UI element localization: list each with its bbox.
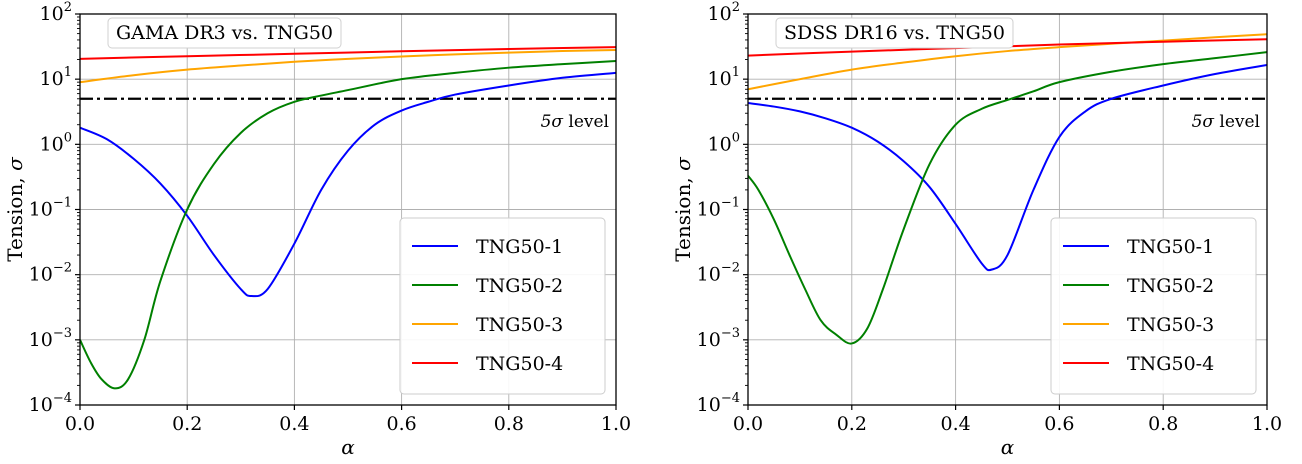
y-axis-label: Tension, σ: [671, 156, 695, 262]
x-tick-label: 0.2: [172, 413, 202, 435]
y-tick-label: 101: [708, 65, 740, 90]
y-tick-base: 10: [29, 394, 53, 416]
y-axis-label-word: Tension,: [671, 171, 695, 262]
legend-box: [399, 217, 606, 395]
y-tick-exponent: 2: [64, 0, 72, 15]
series-line-tng50-2: [748, 51, 1267, 345]
x-tick-label: 0.0: [65, 413, 95, 435]
y-axis-label-word: Tension,: [3, 171, 27, 262]
y-tick-exponent: −1: [721, 196, 740, 211]
reference-line-label: 5σ level: [541, 112, 609, 132]
legend-label-tng50-1: TNG50-1: [476, 236, 563, 258]
reference-symbol: 5σ: [1192, 112, 1215, 132]
legend-label-tng50-2: TNG50-2: [1127, 275, 1214, 297]
y-tick-base: 10: [697, 329, 721, 351]
series-line-tng50-3: [80, 49, 616, 84]
legend-label-tng50-3: TNG50-3: [1127, 314, 1214, 336]
y-tick-exponent: −3: [721, 326, 740, 341]
y-tick-base: 10: [708, 133, 732, 155]
x-tick-label: 0.6: [1044, 413, 1074, 435]
series-line-tng50-1: [748, 64, 1267, 272]
y-tick-exponent: 1: [64, 65, 72, 80]
x-axis-label: α: [1001, 435, 1015, 459]
x-tick-label: 0.8: [1148, 413, 1178, 435]
series-line-tng50-4: [80, 46, 616, 60]
x-tick-label: 0.8: [494, 413, 524, 435]
y-tick-label: 10−4: [29, 391, 72, 416]
y-tick-exponent: −4: [721, 391, 740, 406]
y-tick-label: 10−2: [29, 261, 72, 286]
y-tick-label: 102: [708, 0, 740, 25]
reference-word: level: [563, 112, 609, 132]
legend-label-tng50-2: TNG50-2: [476, 275, 563, 297]
y-tick-base: 10: [40, 68, 64, 90]
y-tick-label: 10−1: [697, 196, 740, 221]
y-tick-base: 10: [697, 394, 721, 416]
y-tick-base: 10: [29, 329, 53, 351]
y-tick-label: 10−1: [29, 196, 72, 221]
x-tick-label: 0.6: [386, 413, 416, 435]
series-line-tng50-3: [748, 33, 1267, 91]
x-tick-label: 0.4: [940, 413, 970, 435]
y-tick-exponent: 0: [732, 130, 740, 145]
legend-label-tng50-3: TNG50-3: [476, 314, 563, 336]
y-tick-exponent: −2: [721, 261, 740, 276]
x-tick-label: 0.4: [279, 413, 309, 435]
legend-box: [1050, 217, 1257, 395]
y-axis-label: Tension, σ: [3, 156, 27, 262]
y-tick-exponent: −3: [53, 326, 72, 341]
reference-word: level: [1214, 112, 1260, 132]
legend-label-tng50-4: TNG50-4: [476, 353, 563, 375]
y-tick-label: 10−3: [697, 326, 740, 351]
y-tick-exponent: −2: [53, 261, 72, 276]
legend-label-tng50-1: TNG50-1: [1127, 236, 1214, 258]
x-axis-label: α: [341, 435, 355, 459]
y-tick-label: 100: [708, 130, 740, 155]
y-tick-base: 10: [697, 199, 721, 221]
title-box: [775, 17, 1014, 49]
y-tick-exponent: 1: [732, 65, 740, 80]
y-tick-base: 10: [29, 264, 53, 286]
chart-title: SDSS DR16 vs. TNG50: [784, 22, 1005, 44]
y-tick-base: 10: [40, 133, 64, 155]
y-tick-label: 10−3: [29, 326, 72, 351]
legend: TNG50-1 TNG50-2 TNG50-3 TNG50-4: [399, 217, 606, 395]
x-tick-label: 0.0: [733, 413, 763, 435]
y-tick-base: 10: [697, 264, 721, 286]
series-group: [80, 46, 616, 390]
y-axis-label-symbol: σ: [671, 156, 695, 171]
y-axis-label-symbol: σ: [3, 156, 27, 171]
y-tick-exponent: 2: [732, 0, 740, 15]
x-tick-label: 1.0: [1252, 413, 1282, 435]
y-tick-label: 10−2: [697, 261, 740, 286]
legend-label-tng50-4: TNG50-4: [1127, 353, 1214, 375]
y-tick-label: 102: [40, 0, 72, 25]
chart-title: GAMA DR3 vs. TNG50: [116, 22, 333, 44]
y-tick-base: 10: [708, 3, 732, 25]
title-box: [107, 17, 342, 49]
x-tick-label: 1.0: [601, 413, 631, 435]
y-tick-base: 10: [29, 199, 53, 221]
series-line-tng50-2: [80, 60, 616, 390]
y-tick-base: 10: [708, 68, 732, 90]
y-tick-exponent: −4: [53, 391, 72, 406]
reference-symbol: 5σ: [541, 112, 564, 132]
y-tick-exponent: 0: [64, 130, 72, 145]
y-tick-label: 10−4: [697, 391, 740, 416]
reference-line-label: 5σ level: [1192, 112, 1260, 132]
y-tick-exponent: −1: [53, 196, 72, 211]
y-tick-base: 10: [40, 3, 64, 25]
x-tick-label: 0.2: [837, 413, 867, 435]
y-tick-label: 100: [40, 130, 72, 155]
y-tick-label: 101: [40, 65, 72, 90]
series-line-tng50-1: [80, 71, 616, 298]
legend: TNG50-1 TNG50-2 TNG50-3 TNG50-4: [1050, 217, 1257, 395]
